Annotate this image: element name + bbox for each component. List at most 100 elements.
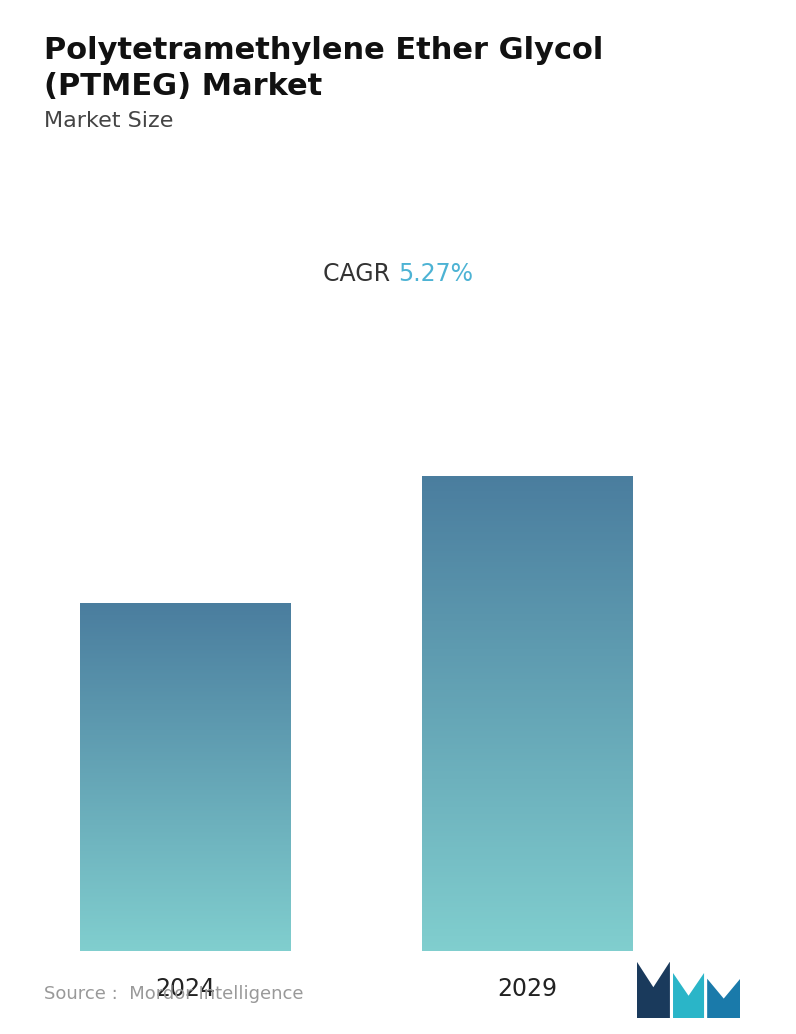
Bar <box>80 734 291 735</box>
Bar <box>422 784 633 786</box>
Bar <box>80 641 291 643</box>
Bar <box>422 595 633 597</box>
Bar <box>422 678 633 680</box>
Bar <box>80 605 291 607</box>
Bar <box>422 693 633 695</box>
Bar <box>80 691 291 692</box>
Bar <box>80 743 291 744</box>
Bar <box>80 905 291 907</box>
Bar <box>80 793 291 795</box>
Bar <box>80 737 291 739</box>
Bar <box>422 628 633 631</box>
Bar <box>422 858 633 860</box>
Bar <box>422 711 633 713</box>
Bar <box>80 613 291 614</box>
Bar <box>80 731 291 733</box>
Bar <box>80 694 291 696</box>
Bar <box>422 779 633 781</box>
Bar <box>422 879 633 881</box>
Polygon shape <box>673 973 704 1018</box>
Bar <box>80 640 291 642</box>
Bar <box>422 734 633 736</box>
Bar <box>80 746 291 748</box>
Bar <box>422 589 633 591</box>
Bar <box>422 741 633 743</box>
Bar <box>422 756 633 758</box>
Bar <box>422 899 633 902</box>
Bar <box>80 895 291 896</box>
Bar <box>422 524 633 526</box>
Bar <box>422 917 633 920</box>
Bar <box>80 706 291 708</box>
Bar <box>422 500 633 503</box>
Bar <box>80 739 291 741</box>
Bar <box>80 658 291 660</box>
Bar <box>422 615 633 617</box>
Bar <box>80 698 291 700</box>
Bar <box>80 787 291 788</box>
Bar <box>422 826 633 829</box>
Bar <box>80 720 291 722</box>
Bar <box>422 636 633 638</box>
Bar <box>422 732 633 734</box>
Bar <box>422 630 633 632</box>
Bar <box>422 528 633 530</box>
Bar <box>80 878 291 879</box>
Bar <box>80 861 291 863</box>
Bar <box>80 704 291 705</box>
Bar <box>422 843 633 846</box>
Bar <box>80 603 291 605</box>
Bar <box>80 750 291 752</box>
Bar <box>422 730 633 732</box>
Bar <box>80 864 291 865</box>
Bar <box>422 895 633 898</box>
Bar <box>422 821 633 823</box>
Bar <box>80 617 291 618</box>
Bar <box>80 682 291 683</box>
Bar <box>422 513 633 515</box>
Bar <box>422 480 633 482</box>
Bar <box>80 866 291 869</box>
Bar <box>80 809 291 811</box>
Bar <box>80 622 291 625</box>
Bar <box>422 699 633 701</box>
Bar <box>80 824 291 826</box>
Bar <box>422 888 633 890</box>
Bar <box>422 680 633 682</box>
Bar <box>80 860 291 861</box>
Bar <box>80 723 291 725</box>
Bar <box>80 700 291 701</box>
Bar <box>422 634 633 636</box>
Bar <box>80 674 291 676</box>
Bar <box>80 757 291 759</box>
Bar <box>422 812 633 814</box>
Bar <box>422 529 633 533</box>
Bar <box>80 614 291 616</box>
Bar <box>422 669 633 671</box>
Bar <box>422 557 633 560</box>
Bar <box>422 914 633 916</box>
Bar <box>422 599 633 601</box>
Bar <box>80 619 291 621</box>
Bar <box>80 871 291 873</box>
Bar <box>422 580 633 582</box>
Bar <box>80 948 291 950</box>
Bar <box>80 862 291 864</box>
Bar <box>80 807 291 809</box>
Bar <box>80 904 291 905</box>
Bar <box>80 679 291 681</box>
Bar <box>80 732 291 734</box>
Bar <box>422 656 633 659</box>
Bar <box>422 650 633 652</box>
Bar <box>80 748 291 749</box>
Bar <box>422 747 633 749</box>
Bar <box>80 804 291 807</box>
Bar <box>80 795 291 796</box>
Bar <box>80 837 291 839</box>
Bar <box>422 494 633 497</box>
Bar <box>422 896 633 900</box>
Bar <box>80 649 291 651</box>
Bar <box>422 807 633 809</box>
Bar <box>422 795 633 797</box>
Bar <box>422 625 633 627</box>
